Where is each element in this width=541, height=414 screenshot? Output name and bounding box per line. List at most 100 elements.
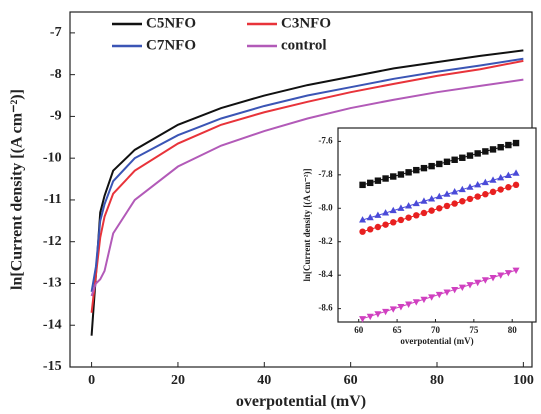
marker bbox=[459, 198, 466, 205]
marker bbox=[443, 289, 451, 296]
x-tick-label: 80 bbox=[508, 325, 518, 335]
x-tick-label: 75 bbox=[469, 325, 479, 335]
marker bbox=[405, 214, 412, 221]
marker bbox=[382, 175, 389, 182]
marker bbox=[481, 178, 489, 186]
marker bbox=[512, 181, 520, 189]
marker bbox=[420, 197, 428, 204]
marker bbox=[489, 188, 497, 196]
marker bbox=[405, 169, 412, 176]
marker bbox=[435, 291, 443, 299]
y-tick-label: -15 bbox=[43, 359, 62, 374]
marker bbox=[366, 313, 374, 321]
x-tick-label: 80 bbox=[430, 373, 444, 388]
marker bbox=[382, 221, 389, 228]
plot-area bbox=[337, 127, 537, 323]
marker bbox=[443, 202, 451, 210]
marker bbox=[382, 308, 390, 316]
marker bbox=[420, 296, 428, 304]
marker bbox=[466, 183, 474, 190]
marker bbox=[359, 181, 366, 189]
legend-label: C5NFO bbox=[146, 15, 196, 31]
marker bbox=[512, 169, 520, 176]
y-tick-label: -8 bbox=[50, 67, 62, 82]
marker bbox=[451, 286, 459, 294]
marker bbox=[474, 279, 482, 287]
marker bbox=[382, 209, 390, 216]
marker bbox=[443, 190, 451, 197]
x-tick-label: 40 bbox=[257, 373, 271, 388]
marker bbox=[451, 200, 458, 207]
marker bbox=[374, 211, 382, 218]
marker bbox=[504, 270, 512, 277]
marker bbox=[466, 282, 474, 289]
marker bbox=[458, 185, 466, 193]
series-line bbox=[90, 57, 524, 292]
marker bbox=[412, 199, 420, 207]
x-tick-label: 70 bbox=[431, 325, 441, 335]
marker bbox=[397, 304, 405, 311]
series-line bbox=[90, 59, 524, 313]
marker bbox=[389, 306, 397, 313]
marker bbox=[397, 216, 405, 224]
legend-label: C7NFO bbox=[146, 37, 196, 53]
y-tick-label: -10 bbox=[43, 150, 62, 165]
y-tick-label: -12 bbox=[43, 234, 62, 249]
marker bbox=[451, 188, 459, 195]
marker bbox=[497, 272, 505, 279]
marker bbox=[359, 228, 366, 235]
y-tick-label: -8.2 bbox=[318, 236, 333, 246]
x-tick-label: 65 bbox=[393, 325, 403, 335]
marker bbox=[428, 294, 436, 301]
y-tick-label: -8.4 bbox=[318, 269, 333, 279]
marker bbox=[482, 191, 489, 198]
marker bbox=[390, 173, 397, 180]
marker bbox=[443, 158, 451, 165]
marker bbox=[405, 301, 413, 308]
x-tick-label: 0 bbox=[88, 373, 95, 388]
marker bbox=[413, 212, 420, 219]
marker bbox=[420, 164, 428, 172]
legend-label: C3NFO bbox=[281, 15, 331, 31]
marker bbox=[374, 223, 382, 231]
marker bbox=[474, 181, 482, 188]
series-line bbox=[90, 49, 524, 336]
marker bbox=[367, 226, 374, 233]
y-tick-label: -11 bbox=[44, 192, 62, 207]
marker bbox=[428, 207, 435, 214]
y-axis-label: ln[Current density [(A cm⁻²)] bbox=[302, 168, 312, 281]
marker bbox=[435, 192, 443, 200]
x-tick-label: 60 bbox=[344, 373, 358, 388]
marker bbox=[451, 156, 458, 163]
marker bbox=[359, 216, 367, 223]
marker bbox=[389, 206, 397, 214]
series-line bbox=[90, 78, 524, 297]
marker bbox=[481, 277, 489, 284]
y-tick-label: -7.6 bbox=[318, 135, 333, 145]
marker bbox=[497, 144, 504, 151]
x-tick-label: 20 bbox=[171, 373, 185, 388]
marker bbox=[489, 274, 497, 282]
marker bbox=[428, 162, 435, 170]
marker bbox=[512, 267, 520, 274]
y-tick-label: -7 bbox=[50, 25, 62, 40]
marker bbox=[512, 139, 520, 147]
y-tick-label: -14 bbox=[43, 317, 62, 332]
marker bbox=[374, 177, 382, 184]
y-tick-label: -8.6 bbox=[318, 303, 333, 313]
marker bbox=[489, 176, 497, 183]
marker bbox=[474, 193, 481, 200]
marker bbox=[359, 316, 367, 323]
y-tick-label: -13 bbox=[43, 276, 62, 291]
y-tick-label: -9 bbox=[50, 109, 62, 124]
marker bbox=[466, 152, 474, 159]
marker bbox=[482, 148, 489, 155]
x-tick-label: 100 bbox=[513, 373, 534, 388]
marker bbox=[505, 184, 512, 191]
marker bbox=[397, 204, 405, 211]
marker bbox=[504, 171, 512, 179]
marker bbox=[397, 171, 405, 178]
marker bbox=[390, 219, 397, 226]
marker bbox=[420, 209, 428, 217]
